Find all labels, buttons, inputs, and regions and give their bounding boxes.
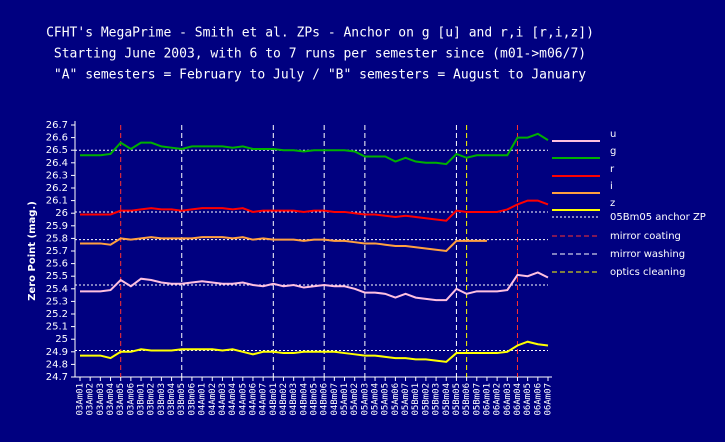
y-tick-label: 25.6 [46,259,68,270]
x-tick-label: 05Bm04 [442,383,452,416]
y-tick-label: 25.5 [46,271,68,282]
y-tick-label: 25.8 [46,233,68,244]
legend-label: u [610,129,616,140]
series-line [80,132,549,166]
legend-label: optics cleaning [610,267,685,278]
legend-label: mirror washing [610,249,685,260]
x-tick-label: 06Am02 [493,383,503,416]
x-tick-label: 03Bm04 [167,383,177,416]
series-line [80,271,549,302]
y-tick-label: 26.2 [46,183,68,194]
x-tick-label: 05Am01 [340,383,350,416]
x-tick-label: 05Am04 [371,383,381,416]
y-tick-label: 25.9 [46,221,68,232]
legend-label: i [610,181,613,192]
y-tick-label: 25.3 [46,296,68,307]
x-tick-label: 03Bm06 [187,383,197,416]
chart-title: CFHT's MegaPrime - Smith et al. ZPs - An… [46,26,594,41]
x-tick-label: 06Am07 [544,383,554,416]
x-tick-label: 05Bm06 [462,383,472,416]
y-tick-label: 26.3 [46,170,68,181]
legend-label: z [610,198,615,209]
y-tick-label: 25.4 [46,284,68,295]
x-tick-label: 04Bm06 [320,383,330,416]
x-tick-label: 06Am04 [513,383,523,416]
x-tick-label: 05Am05 [381,383,391,416]
y-axis-label: Zero Point (mag.) [27,201,38,301]
x-tick-label: 05Bm01 [411,383,421,416]
chart-subtitle: "A" semesters = February to July / "B" s… [54,68,586,83]
x-tick-label: 06Am01 [482,383,492,416]
y-tick-label: 25.2 [46,309,68,320]
y-tick-label: 25.1 [46,322,68,333]
x-tick-label: 04Am07 [259,383,269,416]
x-tick-label: 04Am06 [248,383,258,416]
y-tick-label: 25 [55,334,68,345]
x-tick-label: 04Am03 [218,383,228,416]
y-tick-label: 26.7 [46,120,68,131]
y-tick-label: 26.6 [46,133,68,144]
x-tick-label: 04Bm05 [310,383,320,416]
x-tick-label: 04Am02 [208,383,218,416]
x-tick-label: 05Bm07 [472,383,482,416]
x-tick-label: 06Am05 [523,383,533,416]
series-line [80,340,549,363]
x-tick-label: 03Bm02 [147,383,157,416]
x-tick-label: 03Am06 [126,383,136,416]
x-tick-label: 05Bm03 [432,383,442,416]
y-tick-label: 26.5 [46,145,68,156]
x-tick-label: 03Am05 [116,383,126,416]
legend-label: g [610,146,616,157]
x-tick-label: 03Am01 [76,383,86,416]
y-tick-label: 26 [55,208,68,219]
x-tick-label: 05Am03 [360,383,370,416]
legend-label: mirror coating [610,231,681,242]
y-tick-label: 26.4 [46,158,68,169]
series-line [80,199,549,222]
y-tick-label: 25.7 [46,246,68,257]
x-tick-label: 03Bm01 [137,383,147,416]
x-tick-label: 05Am07 [401,383,411,416]
x-tick-label: 05Bm02 [421,383,431,416]
x-tick-label: 03Am02 [86,383,96,416]
x-tick-label: 04Bm01 [269,383,279,416]
x-tick-label: 04Bm07 [330,383,340,416]
x-tick-label: 03Am04 [106,383,116,416]
y-tick-label: 26.1 [46,196,68,207]
x-tick-label: 04Bm02 [279,383,289,416]
x-tick-label: 04Am04 [228,383,238,416]
x-tick-label: 04Am05 [238,383,248,416]
chart-subtitle: Starting June 2003, with 6 to 7 runs per… [54,47,586,62]
x-tick-label: 03Bm03 [157,383,167,416]
x-tick-label: 04Am01 [198,383,208,416]
x-tick-label: 03Bm05 [177,383,187,416]
x-tick-label: 05Am06 [391,383,401,416]
y-tick-label: 24.7 [46,372,68,383]
y-tick-label: 24.8 [46,359,68,370]
legend-label: r [610,164,615,175]
x-tick-label: 04Bm04 [299,383,309,416]
x-tick-label: 04Bm03 [289,383,299,416]
x-tick-label: 05Am02 [350,383,360,416]
x-tick-label: 05Bm05 [452,383,462,416]
y-tick-label: 24.9 [46,347,68,358]
x-tick-label: 06Am03 [503,383,513,416]
x-tick-label: 03Am03 [96,383,106,416]
x-tick-label: 06Am06 [533,383,543,416]
series-line [80,236,487,253]
legend-label: 05Bm05 anchor ZP [610,212,706,223]
